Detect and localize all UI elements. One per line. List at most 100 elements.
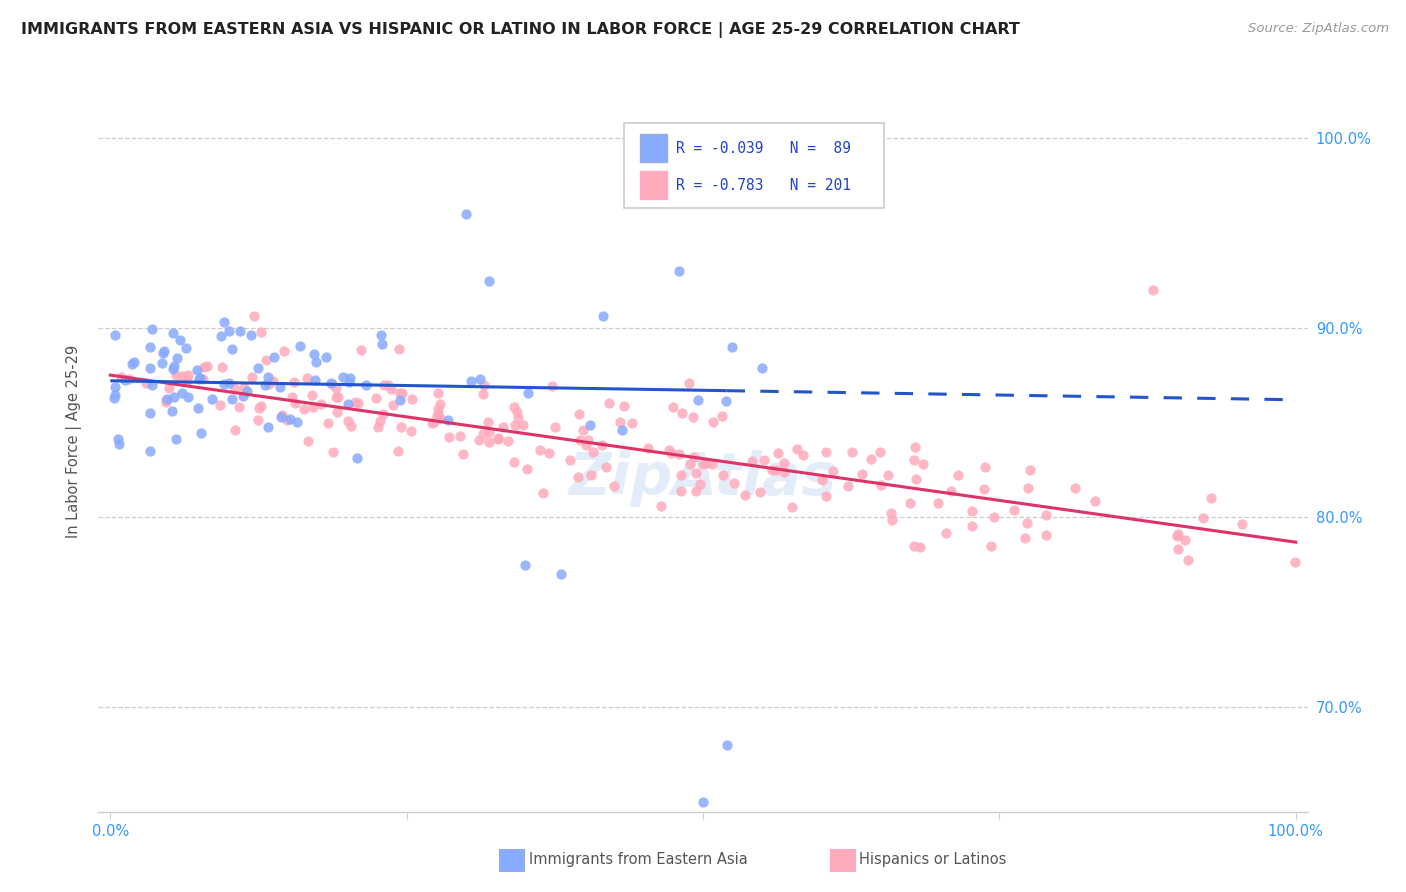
Point	[232, 381, 254, 395]
Point	[637, 442, 659, 456]
Point	[506, 411, 529, 425]
Point	[766, 446, 789, 460]
Point	[218, 324, 240, 338]
Point	[229, 324, 252, 338]
Point	[503, 455, 526, 469]
Point	[1284, 555, 1306, 569]
Point	[121, 357, 143, 371]
Point	[339, 371, 361, 385]
Point	[973, 482, 995, 496]
Point	[515, 558, 537, 572]
Point	[176, 373, 198, 387]
Point	[321, 376, 343, 391]
Point	[373, 378, 395, 392]
Point	[598, 395, 620, 409]
Point	[270, 409, 292, 424]
Point	[332, 369, 354, 384]
Point	[723, 476, 745, 491]
Point	[1017, 481, 1039, 495]
Point	[389, 385, 412, 400]
Point	[427, 386, 450, 401]
Point	[401, 425, 423, 439]
Point	[388, 343, 411, 357]
Point	[197, 359, 219, 373]
Point	[240, 370, 263, 384]
Y-axis label: In Labor Force | Age 25-29: In Labor Force | Age 25-29	[66, 345, 83, 538]
Point	[870, 478, 893, 492]
Point	[301, 388, 323, 402]
Point	[256, 419, 278, 434]
Point	[682, 410, 704, 425]
Point	[368, 414, 391, 428]
Point	[773, 465, 796, 479]
Point	[177, 390, 200, 404]
Point	[814, 489, 837, 503]
Point	[367, 420, 389, 434]
Point	[782, 500, 804, 515]
Point	[257, 377, 280, 392]
Point	[851, 467, 873, 482]
Point	[104, 388, 127, 402]
Point	[236, 384, 259, 398]
Point	[960, 503, 983, 517]
Point	[685, 484, 707, 499]
Point	[685, 466, 707, 480]
Point	[337, 375, 360, 389]
Text: ZipAtlas: ZipAtlas	[569, 450, 837, 507]
Point	[283, 375, 305, 389]
Point	[702, 457, 724, 471]
Point	[468, 371, 491, 385]
Point	[734, 488, 756, 502]
Point	[174, 341, 197, 355]
Point	[558, 452, 581, 467]
Point	[391, 386, 413, 401]
Point	[187, 372, 209, 386]
Point	[295, 370, 318, 384]
Point	[177, 368, 200, 383]
Point	[751, 361, 773, 376]
Point	[815, 445, 838, 459]
Point	[568, 407, 591, 421]
Point	[304, 347, 326, 361]
Point	[193, 360, 215, 375]
Point	[1035, 508, 1057, 523]
Point	[692, 795, 714, 809]
Point	[270, 408, 292, 422]
Point	[117, 372, 139, 386]
Point	[716, 739, 738, 753]
Point	[671, 406, 693, 420]
Point	[107, 432, 129, 446]
Point	[1167, 526, 1189, 541]
Point	[422, 416, 444, 430]
Point	[389, 419, 412, 434]
Point	[595, 460, 617, 475]
Point	[575, 438, 598, 452]
Point	[478, 434, 501, 449]
Point	[576, 433, 599, 447]
Point	[609, 415, 631, 429]
Point	[579, 468, 602, 483]
Point	[104, 327, 127, 342]
Point	[350, 343, 373, 357]
Point	[429, 397, 451, 411]
Point	[373, 407, 395, 421]
Point	[1084, 494, 1107, 508]
Point	[249, 325, 271, 339]
Point	[155, 395, 177, 409]
Point	[141, 378, 163, 392]
Point	[451, 447, 474, 461]
Point	[135, 376, 157, 391]
Point	[472, 377, 495, 392]
Point	[186, 363, 208, 377]
Point	[454, 207, 477, 221]
Point	[1230, 517, 1253, 532]
Point	[471, 387, 494, 401]
Point	[741, 454, 763, 468]
Point	[103, 392, 125, 406]
Point	[254, 353, 277, 368]
Point	[505, 405, 527, 419]
Point	[1199, 491, 1222, 505]
Point	[155, 392, 177, 407]
Point	[389, 392, 412, 407]
Point	[529, 442, 551, 457]
